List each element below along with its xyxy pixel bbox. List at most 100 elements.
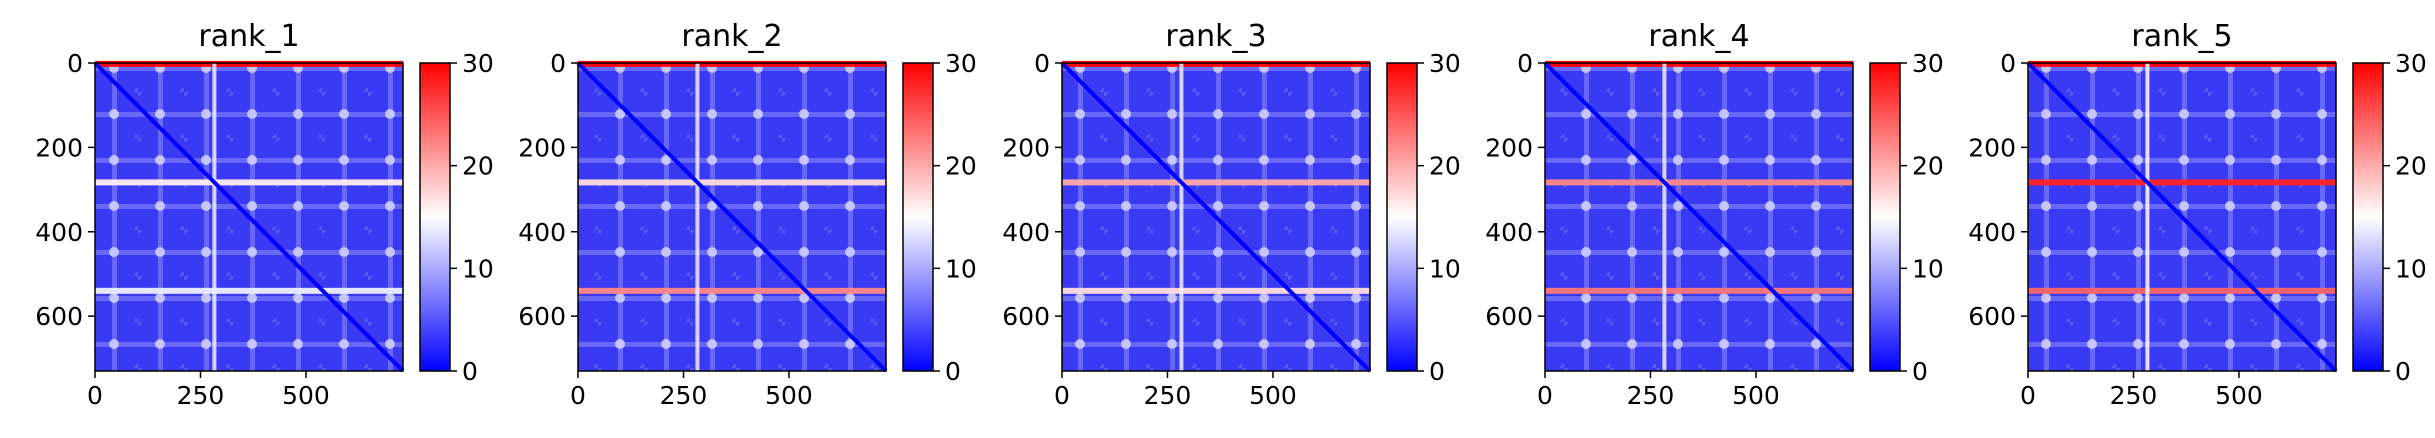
- panel-3-colorbar-tick-label-2: 20: [1429, 152, 1461, 181]
- panel-5-highlight-row-1: [2028, 60, 2336, 67]
- panel-1-colorbar: [419, 62, 451, 372]
- panel-4-colorbar-tick-label-3: 30: [1912, 49, 1944, 78]
- panel-2-ytick-label-3: 600: [518, 302, 566, 331]
- panel-4: rank_4 0 250 500 0 200 400 600 0 10 20 30: [1485, 19, 1944, 410]
- panel-5-xtick-label-0: 0: [2020, 381, 2036, 410]
- panel-1-colorbar-tick-label-0: 0: [462, 357, 478, 386]
- panel-4-colorbar-tick-label-2: 20: [1912, 152, 1944, 181]
- panel-2-colorbar-tick-label-1: 10: [945, 254, 977, 283]
- panel-3: rank_3 0 250 500 0 200 400 600 0 10 20 30: [1002, 19, 1461, 410]
- panel-1-highlight-col-4: [212, 63, 217, 371]
- panel-4-xtick-label-0: 0: [1537, 381, 1553, 410]
- panel-5-ytick-label-2: 400: [1968, 218, 2016, 247]
- panel-1-colorbar-tick-label-3: 30: [462, 49, 494, 78]
- panel-3-highlight-row-3: [1062, 287, 1370, 294]
- panel-5-ytick-label-3: 600: [1968, 302, 2016, 331]
- panel-5-colorbar-tick-label-0: 0: [2395, 357, 2411, 386]
- panel-1-ytick-label-1: 200: [35, 133, 83, 162]
- panel-5-highlight-col-4: [2145, 63, 2150, 371]
- panel-5-colorbar-tick-label-2: 20: [2395, 152, 2427, 181]
- panel-1-diagonal: [93, 61, 405, 373]
- panel-3-xtick-label-1: 250: [1144, 381, 1192, 410]
- panel-4-colorbar: [1869, 62, 1901, 372]
- panel-5-highlight-row-2: [2028, 179, 2336, 186]
- panel-1-xtick-label-1: 250: [177, 381, 225, 410]
- panel-3-ytick-label-0: 0: [1034, 49, 1050, 78]
- panel-5-xtick-label-2: 500: [2215, 381, 2263, 410]
- panel-4-title: rank_4: [1648, 19, 1749, 54]
- panel-1-ytick-label-0: 0: [67, 49, 83, 78]
- panel-3-highlight-col-4: [1179, 63, 1184, 371]
- panel-1-xtick-label-2: 500: [282, 381, 330, 410]
- panel-3-xtick-label-2: 500: [1249, 381, 1297, 410]
- panel-5-colorbar-tick-label-1: 10: [2395, 254, 2427, 283]
- panel-2-xtick-label-2: 500: [765, 381, 813, 410]
- panel-3-highlight-row-1: [1062, 60, 1370, 67]
- panel-3-title: rank_3: [1165, 19, 1266, 54]
- panel-1-ytick-label-2: 400: [35, 218, 83, 247]
- panel-2-ytick-label-2: 400: [518, 218, 566, 247]
- panel-4-highlight-row-3: [1545, 287, 1853, 294]
- panel-3-colorbar-tick-label-0: 0: [1429, 357, 1445, 386]
- panel-4-colorbar-tick-label-1: 10: [1912, 254, 1944, 283]
- panel-2-highlight-row-3: [578, 287, 886, 294]
- panel-5-title: rank_5: [2131, 19, 2232, 54]
- panel-1-colorbar-tick-label-2: 20: [462, 152, 494, 181]
- panel-4-highlight-col-4: [1662, 63, 1667, 371]
- panel-5-frame: [2027, 62, 2337, 372]
- panel-1-xtick-label-0: 0: [87, 381, 103, 410]
- panel-4-ytick-label-2: 400: [1485, 218, 1533, 247]
- panel-2: rank_2 0 250 500 0 200 400 600 0 10 20 30: [518, 19, 977, 410]
- panel-4-colorbar-tick-label-0: 0: [1912, 357, 1928, 386]
- panel-2-xtick-label-1: 250: [660, 381, 708, 410]
- panel-1-highlight-row-1: [95, 60, 403, 67]
- panel-3-colorbar-tick-label-3: 30: [1429, 49, 1461, 78]
- panel-4-ytick-label-1: 200: [1485, 133, 1533, 162]
- panel-5-ytick-label-0: 0: [2000, 49, 2016, 78]
- panel-2-highlight-row-2: [578, 179, 886, 186]
- panel-3-ytick-label-2: 400: [1002, 218, 1050, 247]
- panel-2-colorbar-tick-label-2: 20: [945, 152, 977, 181]
- panel-1: rank_1 0 250 500 0 200 400 600 0 10 20 30: [35, 19, 494, 410]
- panel-4-highlight-row-2: [1545, 179, 1853, 186]
- panel-2-colorbar-tick-label-0: 0: [945, 357, 961, 386]
- panel-3-colorbar: [1386, 62, 1418, 372]
- panel-2-colorbar-tick-label-3: 30: [945, 49, 977, 78]
- panel-2-diagonal: [576, 61, 888, 373]
- panel-4-xtick-label-1: 250: [1627, 381, 1675, 410]
- panel-3-highlight-row-2: [1062, 179, 1370, 186]
- panel-2-highlight-col-4: [695, 63, 700, 371]
- panel-1-title: rank_1: [198, 19, 299, 54]
- panel-4-frame: [1544, 62, 1854, 372]
- panel-3-frame: [1061, 62, 1371, 372]
- panel-5-colorbar-tick-label-3: 30: [2395, 49, 2427, 78]
- panel-1-highlight-row-2: [95, 179, 403, 186]
- panel-4-highlight-row-1: [1545, 60, 1853, 67]
- panel-1-highlight-row-3: [95, 287, 403, 294]
- panel-2-xtick-label-0: 0: [570, 381, 586, 410]
- panel-3-colorbar-tick-label-1: 10: [1429, 254, 1461, 283]
- panel-3-ytick-label-3: 600: [1002, 302, 1050, 331]
- panel-2-ytick-label-1: 200: [518, 133, 566, 162]
- panel-2-ytick-label-0: 0: [550, 49, 566, 78]
- panel-3-ytick-label-1: 200: [1002, 133, 1050, 162]
- panel-1-ytick-label-3: 600: [35, 302, 83, 331]
- panel-2-highlight-row-1: [578, 60, 886, 67]
- panel-2-frame: [577, 62, 887, 372]
- panel-4-diagonal: [1543, 61, 1855, 373]
- panel-5: rank_5 0 250 500 0 200 400 600 0 10 20 30: [1968, 19, 2427, 410]
- panel-3-diagonal: [1060, 61, 1372, 373]
- panel-5-diagonal: [2026, 61, 2338, 373]
- panel-4-ytick-label-0: 0: [1517, 49, 1533, 78]
- panel-2-title: rank_2: [681, 19, 782, 54]
- panel-1-frame: [94, 62, 404, 372]
- panel-5-ytick-label-1: 200: [1968, 133, 2016, 162]
- panel-3-xtick-label-0: 0: [1054, 381, 1070, 410]
- panel-1-colorbar-tick-label-1: 10: [462, 254, 494, 283]
- panel-5-xtick-label-1: 250: [2110, 381, 2158, 410]
- panel-4-xtick-label-2: 500: [1732, 381, 1780, 410]
- panel-2-colorbar: [902, 62, 934, 372]
- panel-5-colorbar: [2352, 62, 2384, 372]
- panel-4-ytick-label-3: 600: [1485, 302, 1533, 331]
